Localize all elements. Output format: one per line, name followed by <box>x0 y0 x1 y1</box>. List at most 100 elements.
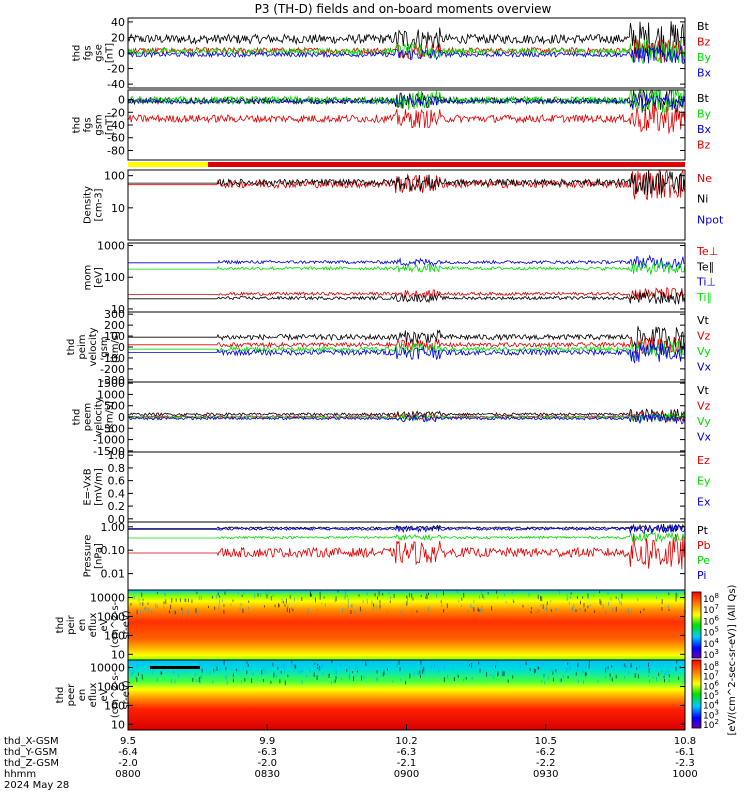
spectrogram-speck <box>511 590 513 595</box>
spectrogram-speck <box>611 665 613 668</box>
spectrogram-speck <box>447 674 449 679</box>
spectrogram-speck <box>575 609 577 612</box>
y-tick-label: 20 <box>111 31 125 44</box>
spectrogram-speck <box>316 675 318 680</box>
spectrogram-speck <box>324 602 326 607</box>
spectrogram-speck <box>376 677 378 682</box>
spectrogram-speck <box>582 596 584 599</box>
spectrogram-speck <box>194 673 196 677</box>
spectrogram-speck <box>425 596 427 599</box>
spectrogram-speck <box>683 609 685 613</box>
y-axis-label: thd <box>55 687 66 704</box>
spectrogram-speck <box>328 673 330 678</box>
spectrogram-speck <box>219 595 221 598</box>
spectrogram-speck <box>141 674 143 680</box>
spectrogram-speck <box>310 593 312 598</box>
spectrogram-speck <box>389 600 391 604</box>
y-axis-label: thd <box>72 409 83 426</box>
spectrogram-speck <box>525 661 527 666</box>
spectrogram-speck <box>240 603 242 607</box>
spectrogram-speck <box>155 603 157 608</box>
spectrogram-speck <box>437 665 438 668</box>
spectrogram-speck <box>477 607 479 612</box>
series-line-Pe <box>128 532 686 544</box>
legend-entry-Bt: Bt <box>697 92 710 105</box>
spectrogram-speck <box>173 610 175 615</box>
spectrogram-gap-bar <box>150 666 200 669</box>
spectrogram-speck <box>397 662 398 668</box>
spectrogram-speck <box>501 669 503 674</box>
series-line-Vz <box>127 410 686 423</box>
spectrogram-speck <box>174 610 176 615</box>
spectrogram-speck <box>656 677 657 681</box>
spectrogram-speck <box>339 663 341 668</box>
spectrogram-speck <box>289 608 291 613</box>
spectrogram-speck <box>147 607 149 613</box>
spectrogram-speck <box>536 610 538 615</box>
spectrogram-speck <box>562 675 564 678</box>
spectrogram-speck <box>483 597 485 600</box>
spectrogram-speck <box>471 663 473 668</box>
spectrogram-speck <box>471 606 473 609</box>
y-axis-label: (cm^2-s- <box>110 601 121 648</box>
series-line-Vx <box>127 413 686 425</box>
spectrogram-speck <box>585 672 587 676</box>
y-axis-label: [eV] <box>94 267 105 288</box>
footer-value: 10.8 <box>674 736 696 747</box>
spectrogram-speck <box>473 599 475 603</box>
spectrogram-speck <box>185 598 187 603</box>
spectrogram-speck <box>168 610 170 614</box>
spectrogram-speck <box>661 607 663 611</box>
spectrogram-speck <box>257 593 259 597</box>
series-line-Bt <box>127 21 686 58</box>
spectrogram-speck <box>211 662 213 667</box>
y-tick-label: 0.0 <box>108 513 126 526</box>
spectrogram-speck <box>677 593 679 598</box>
spectrogram-speck <box>335 596 337 602</box>
y-tick-label: 1000 <box>97 680 125 693</box>
spectrogram-speck <box>585 673 587 678</box>
series-line-Ne <box>128 168 686 201</box>
y-tick-label: 100 <box>104 170 125 183</box>
spectrogram-speck <box>251 678 253 684</box>
series-line-Ni <box>128 170 686 196</box>
spectrogram-speck <box>496 661 498 665</box>
legend-entry-Ni: Ni <box>697 193 708 206</box>
spectrogram-speck <box>400 678 402 682</box>
spectrogram-speck <box>243 591 245 595</box>
footer-value: 1000 <box>672 769 697 780</box>
y-axis-label: fgs <box>83 45 94 60</box>
spectrogram-speck <box>457 672 458 678</box>
spectrogram-speck <box>283 664 285 669</box>
spectrogram-speck <box>577 679 579 683</box>
spectrogram-speck <box>334 599 336 603</box>
spectrogram-speck <box>398 660 400 666</box>
legend-entry-By: By <box>697 108 712 121</box>
spectrogram-speck <box>358 594 360 597</box>
spectrogram-speck <box>383 670 385 676</box>
spectrogram-speck <box>191 599 193 603</box>
spectrogram-speck <box>667 605 669 609</box>
spectrogram-speck <box>582 669 584 673</box>
spectrogram-speck <box>247 664 249 667</box>
spectrogram-speck <box>479 608 481 612</box>
spectrogram-speck <box>242 667 244 670</box>
footer-value: 10.5 <box>535 736 557 747</box>
spectrogram-speck <box>512 675 514 679</box>
spectrogram-speck <box>570 592 572 595</box>
colorbar-tick-base: 10 <box>703 682 715 692</box>
spectrogram-speck <box>314 662 316 665</box>
spectrogram-speck <box>630 662 632 668</box>
spectrogram-speck <box>399 667 401 672</box>
spectrogram-speck <box>310 594 312 597</box>
colorbar-tick-exp: 8 <box>714 592 718 600</box>
spectrogram-speck <box>610 597 612 601</box>
spectrogram-speck <box>589 604 591 607</box>
spectrogram-speck <box>277 666 279 670</box>
y-axis-label: (cm^2-s- <box>110 671 121 718</box>
spectrogram-speck <box>179 598 181 602</box>
spectrogram-speck <box>331 660 333 664</box>
spectrogram-speck <box>576 595 578 600</box>
spectrogram-speck <box>675 596 677 602</box>
